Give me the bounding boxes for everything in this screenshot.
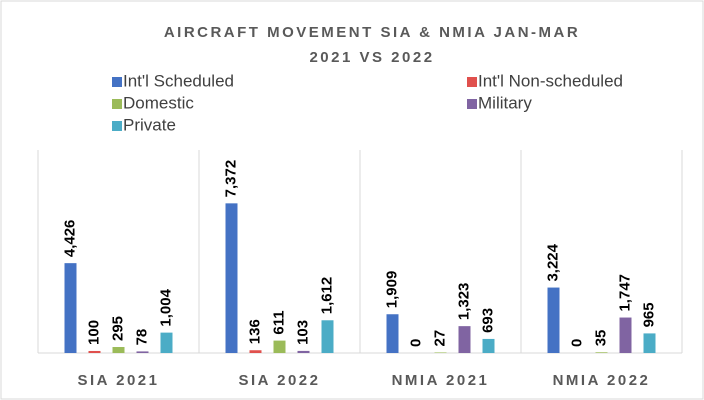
data-label: 1,747 (616, 274, 633, 312)
legend-swatch (112, 99, 122, 109)
bar (64, 263, 77, 353)
data-label: 1,909 (383, 271, 400, 309)
data-label: 1,612 (318, 277, 335, 315)
data-label: 295 (109, 316, 126, 341)
x-tick-label: SIA 2022 (239, 372, 321, 389)
bar (136, 351, 149, 353)
data-label: 78 (133, 329, 150, 346)
data-label: 611 (270, 310, 287, 334)
bar (434, 352, 447, 353)
data-label: 27 (431, 330, 448, 347)
bar (321, 320, 334, 353)
data-label: 3,224 (544, 243, 561, 281)
data-label: 0 (407, 339, 424, 347)
data-label: 693 (479, 308, 496, 333)
bar (619, 317, 632, 353)
bar (643, 333, 656, 353)
legend-swatch (467, 99, 477, 109)
legend-swatch (112, 121, 122, 131)
legend-label: Private (123, 115, 176, 134)
bar (225, 203, 238, 353)
data-label: 1,004 (157, 288, 174, 326)
chart-title: 2021 VS 2022 (309, 49, 434, 66)
data-label: 136 (246, 319, 263, 344)
bar (112, 347, 125, 353)
x-tick-label: NMIA 2021 (392, 372, 490, 389)
bar (458, 326, 471, 353)
legend-label: Int'l Scheduled (123, 71, 234, 90)
legend-label: Domestic (123, 93, 194, 112)
legend-label: Int'l Non-scheduled (478, 71, 623, 90)
data-label: 0 (568, 339, 585, 347)
x-tick-label: SIA 2021 (78, 372, 160, 389)
data-label: 1,323 (455, 283, 472, 321)
bar (160, 332, 173, 353)
bar (297, 350, 310, 353)
data-label: 4,426 (61, 220, 78, 258)
legend-swatch (112, 77, 122, 87)
bar (482, 338, 495, 353)
legend-label: Military (478, 93, 532, 112)
bar (386, 314, 399, 353)
data-label: 35 (592, 330, 609, 347)
data-label: 965 (640, 302, 657, 327)
x-tick-label: NMIA 2022 (553, 372, 651, 389)
data-label: 100 (85, 320, 102, 345)
bar (88, 350, 101, 353)
bar (249, 350, 262, 353)
bar (547, 287, 560, 353)
legend-swatch (467, 77, 477, 87)
data-label: 103 (294, 320, 311, 345)
bar (595, 352, 608, 353)
chart-title: AIRCRAFT MOVEMENT SIA & NMIA JAN-MAR (164, 24, 580, 41)
bar (273, 340, 286, 353)
data-label: 7,372 (222, 160, 239, 198)
